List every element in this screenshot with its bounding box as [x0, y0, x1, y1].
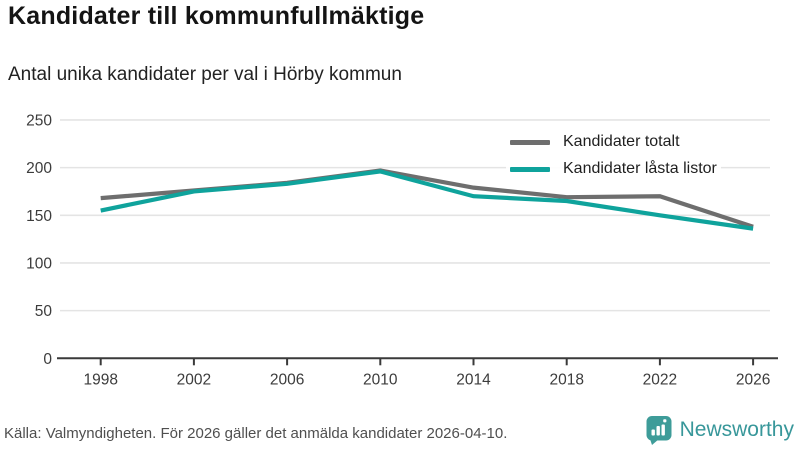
- legend-label: Kandidater totalt: [563, 133, 680, 150]
- newsworthy-logo: Newsworthy: [646, 415, 794, 445]
- y-tick-label: 250: [26, 112, 52, 129]
- y-tick-label: 200: [26, 160, 52, 177]
- x-tick-label: 2002: [177, 371, 211, 388]
- legend-label: Kandidater låsta listor: [563, 160, 717, 177]
- bar-chart-speech-bubble-icon: [646, 416, 672, 445]
- footer: Källa: Valmyndigheten. För 2026 gäller d…: [0, 414, 800, 450]
- x-tick-label: 2006: [270, 371, 304, 388]
- x-tick-label: 2026: [736, 371, 770, 388]
- x-tick-label: 2022: [643, 371, 677, 388]
- source-note: Källa: Valmyndigheten. För 2026 gäller d…: [4, 425, 508, 442]
- chart-subtitle: Antal unika kandidater per val i Hörby k…: [8, 64, 402, 85]
- legend-swatch: [510, 166, 550, 172]
- x-tick-label: 2018: [549, 371, 583, 388]
- logo-wordmark: Newsworthy: [679, 418, 794, 441]
- line-chart: 0 50 100 150 200 250 1998 2002 2006 2010 2014 2018 2…: [26, 112, 778, 388]
- series-line: [100, 169, 754, 231]
- y-tick-label: 100: [26, 255, 52, 272]
- x-tick-label: 1998: [83, 371, 117, 388]
- x-tick-label: 2010: [363, 371, 398, 388]
- x-tick-label: 2014: [456, 371, 491, 388]
- chart-legend: Kandidater totalt Kandidater låsta listor: [506, 131, 721, 180]
- y-tick-label: 150: [26, 208, 52, 225]
- legend-item: Kandidater totalt: [510, 133, 717, 151]
- y-tick-label: 0: [43, 351, 52, 368]
- page-title: Kandidater till kommunfullmäktige: [8, 2, 425, 30]
- legend-swatch: [510, 139, 550, 145]
- legend-item: Kandidater låsta listor: [510, 160, 717, 178]
- y-tick-label: 50: [35, 303, 53, 320]
